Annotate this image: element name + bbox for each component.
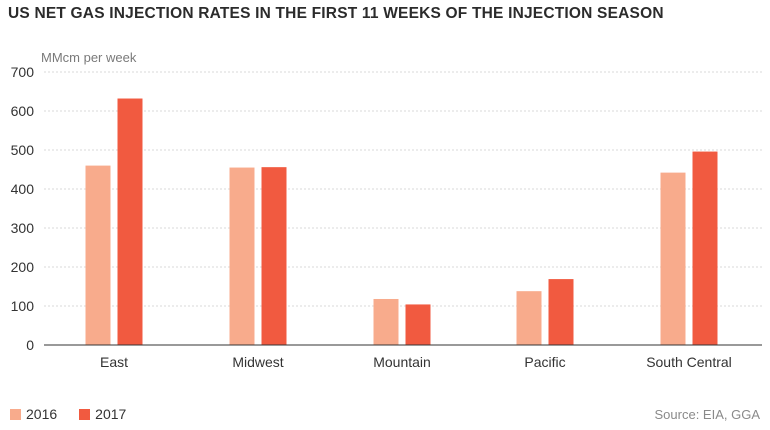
bar-2016-midwest <box>229 167 255 345</box>
legend-swatch-2016 <box>10 408 21 420</box>
y-tick-label: 300 <box>11 220 35 236</box>
bar-2017-south-central <box>692 151 718 345</box>
x-tick-label: South Central <box>646 354 732 370</box>
y-tick-label: 400 <box>11 181 35 197</box>
grid-lines <box>44 71 762 307</box>
chart-title: US NET GAS INJECTION RATES IN THE FIRST … <box>8 5 664 22</box>
source-note: Source: EIA, GGA <box>654 407 761 422</box>
bar-2016-mountain <box>373 298 399 345</box>
bar-2017-east <box>117 98 143 346</box>
legend-label-2017: 2017 <box>95 406 127 422</box>
bar-2016-south-central <box>660 172 686 345</box>
bar-2017-pacific <box>548 279 574 345</box>
y-axis-ticks: 0 100 200 300 400 500 600 700 <box>11 64 35 353</box>
y-tick-label: 700 <box>11 64 35 80</box>
legend-item-2017: 2017 <box>79 406 126 422</box>
y-tick-label: 100 <box>11 298 35 314</box>
legend: 2016 2017 <box>10 406 148 422</box>
bar-2016-pacific <box>516 291 542 345</box>
bar-2017-midwest <box>261 167 287 345</box>
legend-label-2016: 2016 <box>26 406 58 422</box>
legend-item-2016: 2016 <box>10 406 57 422</box>
y-tick-label: 200 <box>11 259 35 275</box>
x-tick-label: Mountain <box>373 354 431 370</box>
y-tick-label: 0 <box>26 337 34 353</box>
legend-swatch-2017 <box>79 408 91 420</box>
y-tick-label: 500 <box>11 142 35 158</box>
x-tick-label: East <box>100 354 128 370</box>
bars <box>85 98 718 346</box>
x-tick-label: Pacific <box>524 354 565 370</box>
bar-2017-mountain <box>405 304 431 345</box>
y-tick-label: 600 <box>11 103 35 119</box>
x-axis-ticks: East Midwest Mountain Pacific South Central <box>100 354 732 370</box>
x-tick-label: Midwest <box>232 354 283 370</box>
bar-2016-east <box>85 165 111 345</box>
y-axis-unit-label: MMcm per week <box>41 50 137 65</box>
